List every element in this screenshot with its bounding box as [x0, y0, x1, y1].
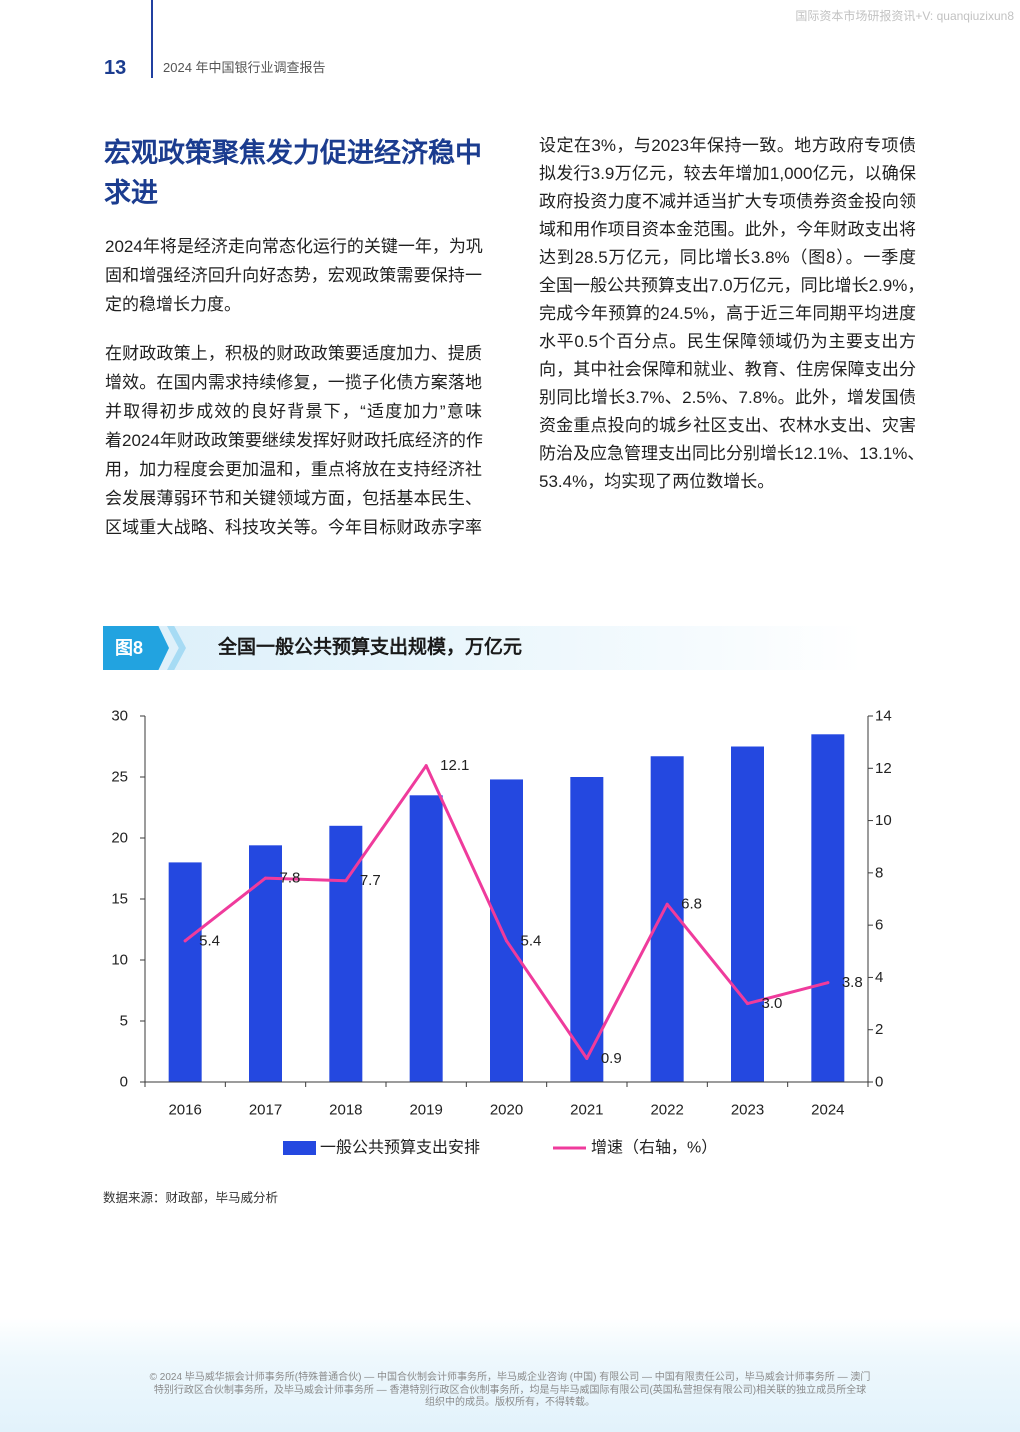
text-line: 固和增强经济回升向好态势，宏观政策需要保持一 — [105, 266, 482, 285]
left-y-tick-label: 10 — [111, 952, 128, 969]
growth-data-label: 6.8 — [681, 896, 702, 913]
left-y-tick-label: 20 — [111, 830, 128, 847]
growth-point-2019 — [424, 764, 428, 768]
body-paragraph: 2024年将是经济走向常态化运行的关键一年，为巩 固和增强经济回升向好态势，宏观… — [105, 232, 483, 319]
growth-data-label: 12.1 — [440, 757, 469, 774]
figure-label-box — [103, 626, 169, 670]
body-paragraph: 设定在3%，与2023年保持一致。地方政府专项债 拟发行3.9万亿元，较去年增加… — [539, 132, 925, 496]
footer-line: 特别行政区合伙制事务所，及毕马威会计师事务所 — 香港特别行政区合伙制事务所，均… — [153, 1384, 867, 1396]
text-line: 设定在3%，与2023年保持一致。地方政府专项债 — [539, 136, 916, 155]
right-y-tick-label: 12 — [875, 760, 892, 777]
text-line: 在财政政策上，积极的财政政策要适度加力、提质 — [105, 344, 482, 363]
right-y-tick-label: 6 — [875, 917, 883, 934]
text-line: 53.4%，均实现了两位数增长。 — [539, 472, 775, 491]
text-line: 水平0.5个百分点。民生保障领域仍为主要支出方 — [539, 332, 916, 351]
footer-background — [0, 1318, 1020, 1432]
text-line: 用，加力程度会更加温和，重点将放在支持经济社 — [105, 460, 482, 479]
right-y-tick-label: 8 — [875, 864, 883, 881]
left-text-column: 2024年将是经济走向常态化运行的关键一年，为巩 固和增强经济回升向好态势，宏观… — [105, 232, 483, 542]
right-y-tick-label: 4 — [875, 969, 883, 986]
text-line: 资金重点投向的城乡社区支出、农林水支出、灾害 — [539, 416, 916, 435]
text-line: 达到28.5万亿元，同比增长3.8%（图8）。一季度 — [539, 248, 916, 267]
text-line: 别同比增长3.7%、2.5%、7.8%。此外，增发国债 — [539, 388, 916, 407]
budget-expenditure-chart: 0 5 10 15 20 25 30 0 2 4 6 8 10 12 14 2016 2017 2018 2019 2… — [111, 708, 892, 1157]
right-y-tick-label: 2 — [875, 1021, 883, 1038]
bar-2019 — [409, 795, 443, 1082]
growth-point-2024 — [826, 981, 830, 985]
x-category-label: 2017 — [249, 1102, 282, 1119]
growth-data-label: 3.0 — [762, 995, 783, 1012]
x-category-label: 2023 — [731, 1102, 764, 1119]
growth-data-label: 7.8 — [280, 870, 301, 887]
right-y-tick-label: 14 — [875, 708, 892, 725]
growth-point-2022 — [665, 902, 669, 906]
x-category-label: 2016 — [168, 1102, 201, 1119]
bar-2018 — [329, 825, 363, 1082]
bar-2020 — [490, 779, 523, 1082]
right-y-tick-label: 10 — [875, 812, 892, 829]
figure-label: 图8 — [115, 638, 144, 658]
body-paragraph: 在财政政策上，积极的财政政策要适度加力、提质 增效。在国内需求持续修复，一揽子化… — [105, 339, 483, 542]
copyright-footer: © 2024 毕马威华振会计师事务所(特殊普通合伙) — 中国合伙制会计师事务所… — [0, 1372, 1020, 1410]
right-y-tick-label: 0 — [875, 1074, 883, 1091]
left-y-tick-label: 30 — [111, 708, 128, 725]
growth-data-label: 7.7 — [360, 872, 381, 889]
text-line: 全国一般公共预算支出7.0万亿元，同比增长2.9%， — [539, 276, 925, 295]
text-line: 政府投资力度不减并适当扩大专项债券资金投向领 — [539, 192, 916, 211]
section-heading: 宏观政策聚焦发力促进经济稳中求进 — [104, 138, 482, 208]
footer-line: © 2024 毕马威华振会计师事务所(特殊普通合伙) — 中国合伙制会计师事务所… — [149, 1372, 871, 1383]
right-text-column: 设定在3%，与2023年保持一致。地方政府专项债 拟发行3.9万亿元，较去年增加… — [539, 132, 925, 496]
x-category-label: 2021 — [570, 1102, 603, 1119]
text-line: 并取得初步成效的良好背景下，“适度加力”意味 — [105, 402, 482, 421]
text-line: 向，其中社会保障和就业、教育、住房保障支出分 — [539, 360, 916, 379]
bar-2023 — [731, 746, 764, 1082]
text-line: 会发展薄弱环节和关键领域方面，包括基本民生、 — [105, 489, 482, 508]
bar-2017 — [249, 845, 282, 1082]
legend-label-growth: 增速（右轴，%） — [591, 1139, 717, 1157]
growth-point-2021 — [585, 1056, 589, 1060]
bar-2016 — [168, 862, 202, 1082]
text-line: 定的稳增长力度。 — [105, 295, 241, 314]
growth-data-label: 5.4 — [521, 932, 542, 949]
text-line: 防治及应急管理支出同比分别增长12.1%、13.1%、 — [539, 444, 925, 463]
left-y-tick-label: 0 — [120, 1074, 128, 1091]
growth-data-label: 5.4 — [199, 932, 220, 949]
text-line: 2024年将是经济走向常态化运行的关键一年，为巩 — [105, 237, 483, 256]
legend-label-expenditure: 一般公共预算支出安排 — [320, 1138, 480, 1157]
growth-point-2020 — [505, 939, 508, 943]
growth-point-2018 — [344, 879, 348, 883]
legend-swatch-expenditure — [283, 1141, 316, 1155]
text-line: 拟发行3.9万亿元，较去年增加1,000亿元，以确保 — [539, 164, 916, 183]
x-category-label: 2022 — [650, 1102, 683, 1119]
figure-title-band — [103, 626, 863, 670]
left-y-tick-label: 5 — [120, 1013, 128, 1030]
data-source-note: 数据来源：财政部，毕马威分析 — [103, 1191, 279, 1205]
growth-data-label: 0.9 — [601, 1050, 622, 1067]
watermark-text: 国际资本市场研报资讯+V: quanqiuzixun8 — [795, 9, 1014, 23]
header-divider — [151, 0, 153, 78]
page-number: 13 — [104, 57, 127, 79]
x-category-label: 2018 — [329, 1102, 362, 1119]
footer-line: 组织中的成员。版权所有，不得转载。 — [425, 1397, 595, 1408]
text-line: 区域重大战略、科技攻关等。今年目标财政赤字率 — [105, 518, 482, 537]
left-y-tick-label: 15 — [111, 891, 128, 908]
x-category-label: 2019 — [409, 1102, 442, 1119]
text-line: 着2024年财政政策要继续发挥好财政托底经济的作 — [105, 431, 483, 450]
growth-point-2016 — [183, 939, 187, 943]
growth-point-2017 — [264, 876, 267, 880]
text-line: 完成今年预算的24.5%，高于近三年同期平均进度 — [539, 304, 916, 323]
bar-2024 — [811, 734, 845, 1082]
text-line: 域和用作项目资本金范围。此外，今年财政支出将 — [539, 220, 916, 239]
x-category-label: 2020 — [490, 1102, 523, 1119]
growth-data-label: 3.8 — [842, 974, 863, 991]
report-title: 2024 年中国银行业调查报告 — [163, 60, 326, 75]
growth-point-2023 — [746, 1002, 749, 1006]
x-category-label: 2024 — [811, 1102, 844, 1119]
bar-2021 — [570, 777, 604, 1082]
figure-title: 全国一般公共预算支出规模，万亿元 — [218, 637, 523, 658]
left-y-tick-label: 25 — [111, 769, 128, 786]
text-line: 增效。在国内需求持续修复，一揽子化债方案落地 — [105, 373, 482, 392]
